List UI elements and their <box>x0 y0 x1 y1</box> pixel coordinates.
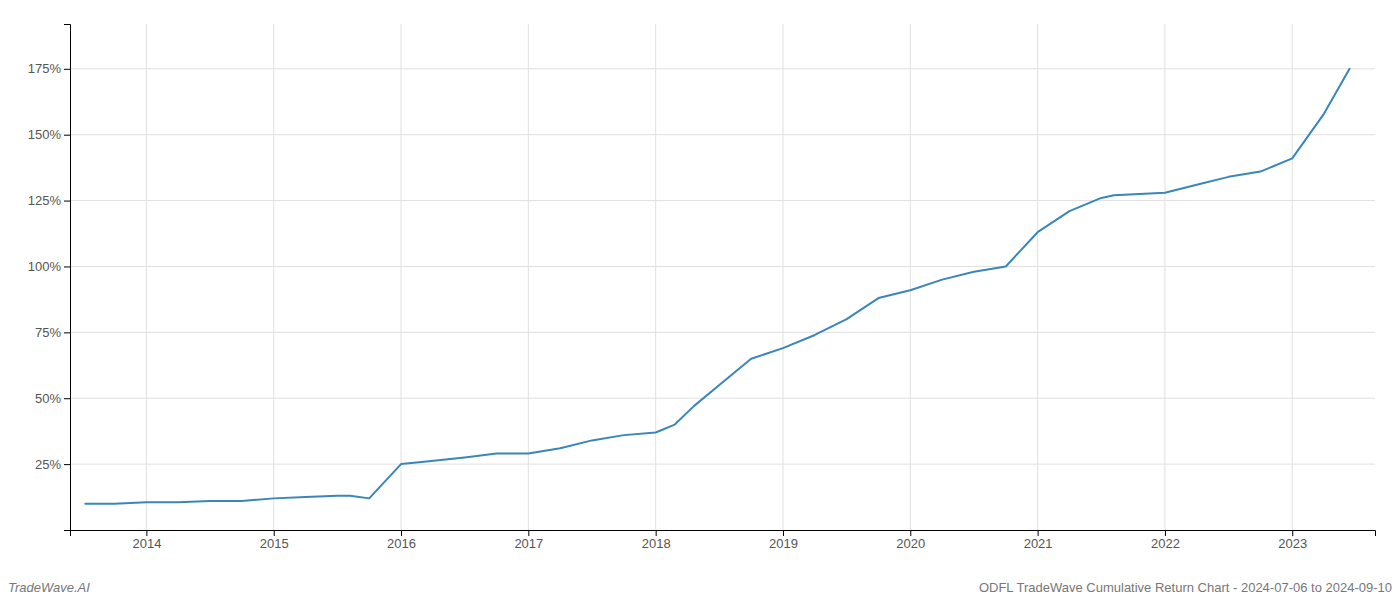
tick: 175% <box>28 61 70 76</box>
tick-label: 50% <box>35 391 61 406</box>
line <box>85 69 1349 504</box>
grid-line <box>782 24 783 530</box>
tick-label: 125% <box>28 193 62 208</box>
axis-line <box>71 531 1376 537</box>
tick-label: 175% <box>28 61 62 76</box>
tick-label: 2023 <box>1278 536 1307 551</box>
x-axis: 2014 2015 2016 2017 2018 2019 2020 2021 2022 2023 <box>71 530 1376 551</box>
grid-line <box>70 398 1375 399</box>
tick-mark <box>910 530 911 536</box>
grid <box>70 24 1375 530</box>
plot: 2014 2015 2016 2017 2018 2019 2020 2021 2022 2023… <box>28 24 1376 551</box>
grid-line <box>401 24 402 530</box>
grid-line <box>273 24 274 530</box>
tick-mark <box>146 530 147 536</box>
grid-line <box>70 200 1375 201</box>
grid-line <box>1037 24 1038 530</box>
grid-line <box>910 24 911 530</box>
tick-label: 2016 <box>387 536 416 551</box>
grid-line <box>70 266 1375 267</box>
grid-line <box>70 134 1375 135</box>
tick: 2014 <box>132 530 161 551</box>
grid-line <box>1164 24 1165 530</box>
tick-mark <box>1165 530 1166 536</box>
tick-mark <box>64 266 70 267</box>
tick: 2016 <box>387 530 416 551</box>
tick-label: 75% <box>35 325 61 340</box>
tick: 2022 <box>1151 530 1180 551</box>
tick: 125% <box>28 193 70 208</box>
tick-mark <box>401 530 402 536</box>
grid-line <box>70 68 1375 69</box>
tick-mark <box>64 135 70 136</box>
tick: 150% <box>28 127 70 142</box>
tick-mark <box>528 530 529 536</box>
footer-right: ODFL TradeWave Cumulative Return Chart -… <box>979 580 1392 595</box>
grid-line <box>1292 24 1293 530</box>
tick: 2021 <box>1024 530 1053 551</box>
tick: 50% <box>35 391 70 406</box>
tick-mark <box>656 530 657 536</box>
tick-label: 100% <box>28 259 62 274</box>
tick-label: 150% <box>28 127 62 142</box>
tick-mark <box>64 201 70 202</box>
tick-label: 2014 <box>132 536 161 551</box>
grid-line <box>146 24 147 530</box>
footer-left: TradeWave.AI <box>8 580 90 595</box>
tick-mark <box>64 464 70 465</box>
grid-line <box>70 332 1375 333</box>
grid-line <box>655 24 656 530</box>
tick: 100% <box>28 259 70 274</box>
tick: 75% <box>35 325 70 340</box>
axis-line <box>64 25 71 531</box>
tick-mark <box>274 530 275 536</box>
tick-mark <box>1038 530 1039 536</box>
y-axis: 25% 50% 75% 100% 125% 150% 175% <box>28 25 71 531</box>
tick-mark <box>783 530 784 536</box>
tick-label: 2020 <box>896 536 925 551</box>
tick: 2018 <box>642 530 671 551</box>
tick: 2023 <box>1278 530 1307 551</box>
tick-mark <box>1292 530 1293 536</box>
tick: 2020 <box>896 530 925 551</box>
tick-mark <box>64 332 70 333</box>
tick-label: 25% <box>35 457 61 472</box>
tick: 2015 <box>260 530 289 551</box>
tick-label: 2019 <box>769 536 798 551</box>
tick-mark <box>64 398 70 399</box>
tick-label: 2015 <box>260 536 289 551</box>
tick-label: 2017 <box>514 536 543 551</box>
tick-label: 2022 <box>1151 536 1180 551</box>
series <box>85 69 1349 504</box>
tick-label: 2021 <box>1024 536 1053 551</box>
tick: 2019 <box>769 530 798 551</box>
tick: 25% <box>35 457 70 472</box>
tick-label: 2018 <box>642 536 671 551</box>
tick-mark <box>64 69 70 70</box>
tick: 2017 <box>514 530 543 551</box>
chart: 2014 2015 2016 2017 2018 2019 2020 2021 2022 2023… <box>0 0 1400 600</box>
grid-line <box>70 464 1375 465</box>
